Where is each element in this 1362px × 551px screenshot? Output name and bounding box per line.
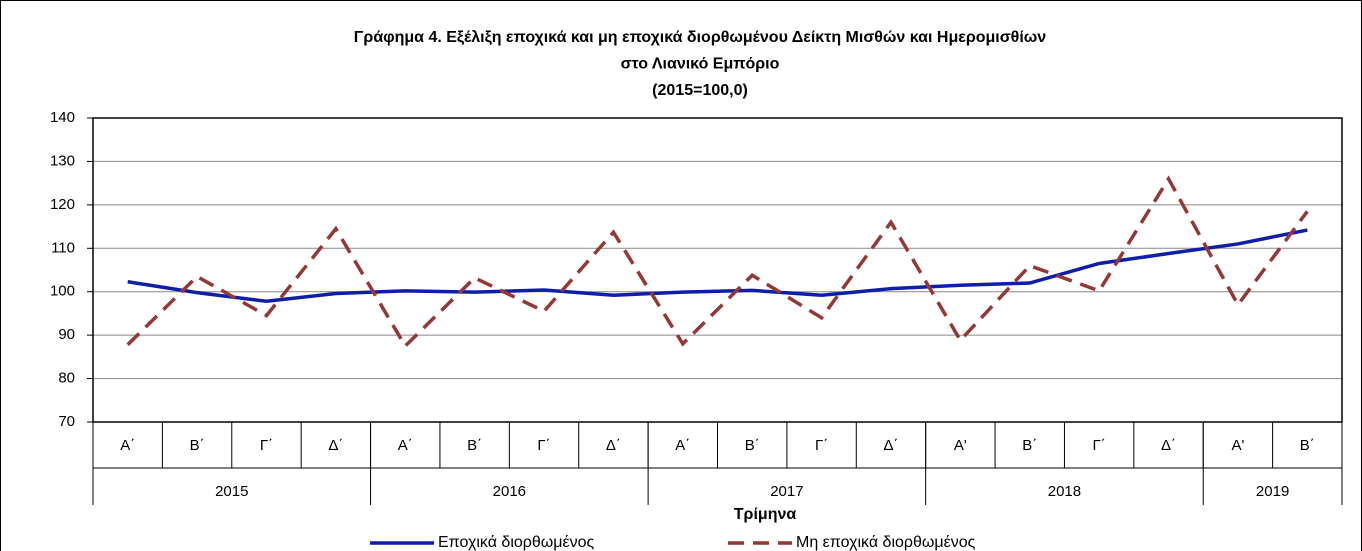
chart-title: στο Λιανικό Εμπόριο: [621, 56, 780, 73]
y-tick-label: 140: [50, 109, 75, 126]
series-line: [127, 228, 1308, 304]
x-tick-label: Δ΄: [328, 437, 343, 454]
x-tick-label: Δ΄: [1161, 437, 1176, 454]
x-tick-label: Α': [1231, 437, 1244, 454]
x-tick-label: Β΄: [745, 437, 760, 454]
x-tick-label: Γ΄: [260, 437, 273, 454]
x-tick-label: Α΄: [120, 437, 135, 454]
x-tick-label: Δ΄: [883, 437, 898, 454]
chart-title: (2015=100,0): [652, 82, 748, 99]
group-label: 2016: [493, 483, 526, 500]
y-tick-label: 100: [50, 283, 75, 300]
x-tick-label: Γ΄: [815, 437, 828, 454]
y-tick-label: 120: [50, 196, 75, 213]
legend-label: Εποχικά διορθωμένος: [438, 534, 595, 551]
group-label: 2017: [770, 483, 803, 500]
plot-frame: [92, 117, 1343, 423]
group-label: 2015: [215, 483, 248, 500]
group-label: 2018: [1048, 483, 1081, 500]
x-tick-label: Β΄: [1022, 437, 1037, 454]
legend-label: Μη εποχικά διορθωμένος: [796, 534, 976, 551]
x-axis-label: Τρίμηνα: [734, 506, 797, 523]
y-tick-label: 80: [58, 370, 75, 387]
y-tick-label: 130: [50, 152, 75, 169]
group-label: 2019: [1256, 483, 1289, 500]
x-tick-label: Α': [954, 437, 967, 454]
y-tick-label: 90: [58, 326, 75, 343]
x-tick-label: Γ΄: [1093, 437, 1106, 454]
x-tick-label: Α΄: [398, 437, 413, 454]
series-line: [126, 175, 1309, 349]
y-tick-label: 70: [58, 413, 75, 430]
x-tick-label: Β΄: [190, 437, 205, 454]
x-tick-label: Γ΄: [537, 437, 550, 454]
x-tick-label: Δ΄: [606, 437, 621, 454]
x-tick-label: Α΄: [675, 437, 690, 454]
x-tick-label: Β΄: [1300, 437, 1315, 454]
y-tick-label: 110: [51, 239, 75, 256]
chart-title: Γράφημα 4. Εξέλιξη εποχικά και μη εποχικ…: [354, 29, 1046, 46]
x-tick-label: Β΄: [467, 437, 482, 454]
